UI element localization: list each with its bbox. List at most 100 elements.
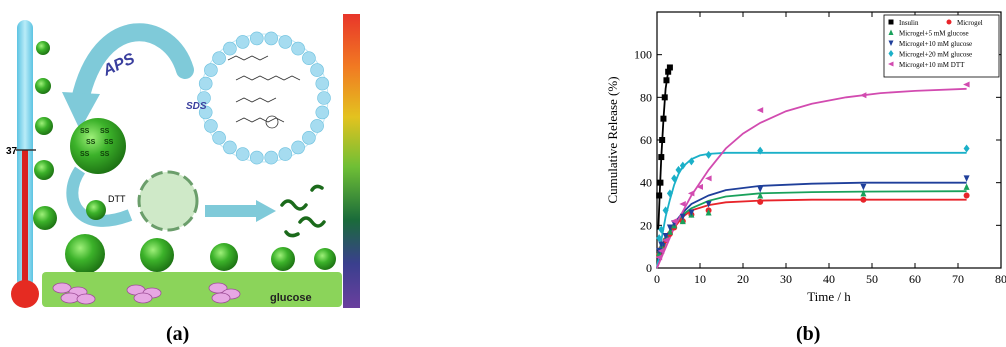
series-fit-line (656, 181, 967, 269)
data-point (658, 241, 665, 249)
legend-label: Insulin (899, 19, 919, 27)
surfactant-head (204, 119, 218, 133)
data-point (656, 192, 663, 199)
data-point (666, 224, 673, 231)
glucose-base-bar (42, 272, 342, 307)
dtt-label: DTT (108, 194, 126, 204)
thermometer-37-label: 37 (6, 146, 18, 157)
legend-marker (888, 19, 894, 25)
data-point (671, 174, 678, 183)
data-point (658, 225, 665, 234)
series-fit-line (656, 190, 967, 269)
data-point (657, 179, 664, 186)
surfactant-head (197, 91, 211, 105)
surfactant-head (315, 105, 330, 120)
panel-a-label: (a) (166, 323, 189, 345)
legend-label: Microgel+5 mM glucose (899, 30, 969, 38)
data-point (688, 209, 695, 217)
data-point (859, 92, 867, 99)
data-point (665, 68, 672, 75)
glucose-label: glucose (270, 292, 312, 304)
dtt-arrow (66, 166, 133, 227)
data-point (705, 209, 712, 216)
x-tick-label: 60 (909, 272, 921, 286)
released-chains (280, 184, 326, 238)
surfactant-head (223, 41, 237, 56)
legend-marker (888, 61, 894, 67)
legend-label: Microgel+10 mM glucose (899, 40, 972, 48)
data-point (687, 190, 695, 197)
data-point (658, 154, 665, 161)
surfactant-head (310, 63, 324, 77)
data-point (860, 183, 867, 191)
data-point (655, 254, 663, 261)
data-point (675, 165, 682, 174)
data-point (705, 150, 712, 159)
data-point (963, 144, 970, 153)
surfactant-head (235, 147, 250, 161)
x-tick-label: 50 (866, 272, 878, 286)
surfactant-head (212, 131, 226, 145)
sphere-row (65, 234, 336, 274)
data-point (670, 218, 678, 225)
y-axis-label: Cumulative Release (%) (605, 76, 620, 203)
surfactant-head (291, 41, 305, 56)
x-tick-label: 10 (694, 272, 706, 286)
ss-bond-label: SS (104, 139, 114, 146)
data-point (757, 146, 764, 155)
series-fit-line (656, 151, 967, 269)
data-point (679, 201, 686, 207)
legend-box (883, 14, 1000, 78)
x-tick-label: 20 (737, 272, 749, 286)
release-arrow-head (256, 200, 276, 222)
surfactant-head (278, 35, 293, 49)
data-point (660, 115, 667, 122)
surfactant-head (249, 150, 264, 165)
x-tick-label: 80 (995, 272, 1006, 286)
color-gradient-bar (343, 14, 360, 308)
legend-label: Microgel (957, 19, 983, 27)
y-tick-label: 60 (640, 133, 652, 147)
surfactant-head (302, 51, 316, 66)
data-point (679, 213, 686, 221)
schematic-panel: 37 APS SS SS SS SS SS SS DTT (6, 14, 360, 345)
y-tick-label: 40 (640, 176, 652, 190)
y-tick-label: 0 (646, 261, 652, 275)
data-point (663, 77, 670, 84)
data-point (662, 206, 669, 215)
surfactant-head (278, 147, 293, 161)
data-point (679, 217, 686, 225)
surfactant-head (291, 140, 305, 155)
surfactant-head (264, 150, 279, 165)
legend-marker (888, 40, 894, 46)
data-point (657, 247, 665, 254)
legend-marker (888, 29, 894, 35)
data-point (757, 186, 764, 193)
data-point (756, 107, 764, 114)
legend-label: Microgel+10 mM DTT (899, 61, 965, 69)
surfactant-head (223, 140, 237, 155)
data-point (666, 189, 673, 198)
x-tick-label: 40 (823, 272, 835, 286)
y-tick-label: 80 (640, 90, 652, 104)
data-point (705, 175, 712, 182)
y-tick-label: 20 (640, 218, 652, 232)
x-tick-label: 30 (780, 272, 792, 286)
ss-bond-label: SS (100, 128, 110, 135)
legend-marker (888, 50, 894, 57)
ss-bond-label: SS (80, 151, 90, 158)
data-point (662, 237, 669, 244)
data-point (963, 183, 970, 190)
sphere-column (33, 41, 57, 230)
sds-micelle (197, 31, 331, 165)
surfactant-head (198, 105, 213, 120)
data-point (860, 196, 867, 203)
legend-label: Microgel+20 mM glucose (899, 51, 972, 59)
dtt-sphere (86, 200, 106, 220)
thermometer (11, 20, 39, 308)
series-fit-line (656, 87, 967, 269)
surfactant-head (235, 35, 250, 49)
glucose-molecules (52, 282, 241, 305)
surfactant-head (212, 51, 226, 66)
